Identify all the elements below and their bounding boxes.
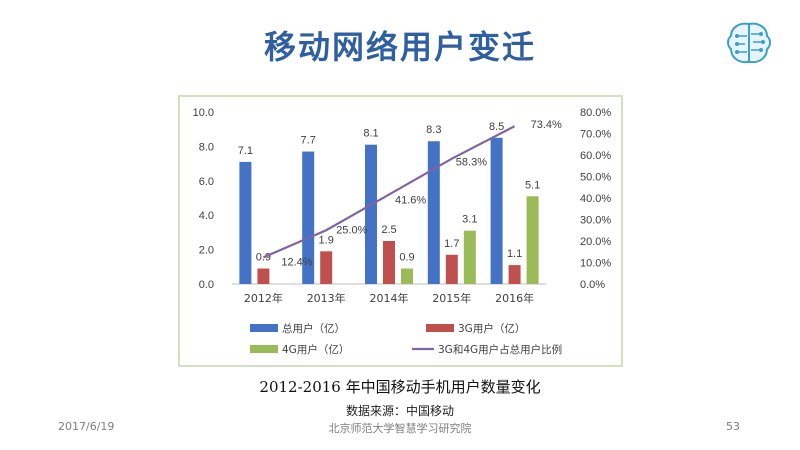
y-left-tick-label: 6.0 xyxy=(199,176,214,188)
footer-date: 2017/6/19 xyxy=(58,420,115,433)
legend-label: 3G和4G用户占总用户比例 xyxy=(438,343,562,356)
y-left-tick-label: 8.0 xyxy=(199,141,214,153)
legend-label: 4G用户（亿） xyxy=(282,343,349,356)
chart-caption: 2012-2016 年中国移动手机用户数量变化 xyxy=(259,378,541,396)
ratio-data-label: 58.3% xyxy=(456,157,487,169)
y-right-tick-label: 0.0% xyxy=(580,279,605,291)
data-source: 数据来源：中国移动 xyxy=(345,404,454,418)
y-right-tick-label: 30.0% xyxy=(580,215,611,227)
bar-3g xyxy=(445,254,458,284)
bar-data-label: 2.5 xyxy=(381,224,396,236)
bar-total xyxy=(490,137,503,284)
bar-3g xyxy=(383,241,395,284)
bar-4g xyxy=(463,230,476,284)
ratio-data-label: 41.6% xyxy=(395,195,426,207)
bar-3g xyxy=(320,251,333,284)
bar-data-label: 1.1 xyxy=(507,248,522,260)
users-chart: 0.0 2.0 4.0 6.0 8.0 10.0 0.0% 10.0% 20.0% 30.0% 40… xyxy=(193,107,612,356)
y-left-tick-label: 2.0 xyxy=(199,245,214,257)
bar-data-label: 1.9 xyxy=(319,234,334,246)
x-tick-label: 2014年 xyxy=(370,291,409,305)
y-left-tick-label: 10.0 xyxy=(193,107,214,119)
bar-total xyxy=(365,144,377,284)
legend-label: 3G用户（亿） xyxy=(458,322,525,335)
bar-data-label: 8.5 xyxy=(489,121,504,133)
ratio-data-label: 12.4% xyxy=(281,256,312,268)
legend-swatch xyxy=(250,345,278,353)
bar-total xyxy=(302,151,315,284)
bar-data-label: 3.1 xyxy=(462,214,477,226)
bar-data-label: 7.1 xyxy=(238,145,253,157)
x-tick-label: 2012年 xyxy=(244,291,283,305)
bar-data-label: 8.1 xyxy=(363,128,378,140)
bar-4g xyxy=(401,268,413,284)
brain-logo-icon xyxy=(727,22,771,64)
footer-institution: 北京师范大学智慧学习研究院 xyxy=(328,422,472,435)
bar-data-label: 5.1 xyxy=(525,179,540,191)
legend-swatch xyxy=(250,324,278,332)
ratio-line xyxy=(262,125,516,259)
chart-frame: 0.0 2.0 4.0 6.0 8.0 10.0 0.0% 10.0% 20.0% 30.0% 40… xyxy=(178,95,623,367)
bar-data-label: 7.7 xyxy=(301,135,316,147)
slide-title: 移动网络用户变迁 xyxy=(263,28,536,66)
legend-label: 总用户（亿） xyxy=(282,322,345,335)
bar-data-label: 0.9 xyxy=(256,252,271,264)
page-number: 53 xyxy=(726,420,740,433)
x-tick-label: 2015年 xyxy=(432,291,471,305)
bar-total xyxy=(427,141,440,284)
y-left-tick-label: 0.0 xyxy=(199,279,214,291)
bar-4g xyxy=(526,196,539,284)
bar-data-label: 0.9 xyxy=(399,252,414,264)
ratio-data-label: 73.4% xyxy=(531,119,562,131)
y-left-tick-label: 4.0 xyxy=(199,210,214,222)
bar-data-label: 1.7 xyxy=(444,238,459,250)
y-right-tick-label: 50.0% xyxy=(580,172,611,184)
y-right-tick-label: 20.0% xyxy=(580,236,611,248)
x-tick-label: 2013年 xyxy=(307,291,346,305)
legend-swatch xyxy=(426,324,454,332)
x-tick-label: 2016年 xyxy=(495,291,534,305)
y-right-tick-label: 10.0% xyxy=(580,258,611,270)
bar-total xyxy=(239,161,252,284)
y-right-tick-label: 60.0% xyxy=(580,150,611,162)
bar-3g xyxy=(508,265,521,284)
bar-3g xyxy=(257,268,270,284)
bar-data-label: 8.3 xyxy=(426,124,441,136)
y-right-tick-label: 80.0% xyxy=(580,107,611,119)
ratio-data-label: 25.0% xyxy=(336,224,367,236)
y-right-tick-label: 40.0% xyxy=(580,193,611,205)
y-right-tick-label: 70.0% xyxy=(580,129,611,141)
